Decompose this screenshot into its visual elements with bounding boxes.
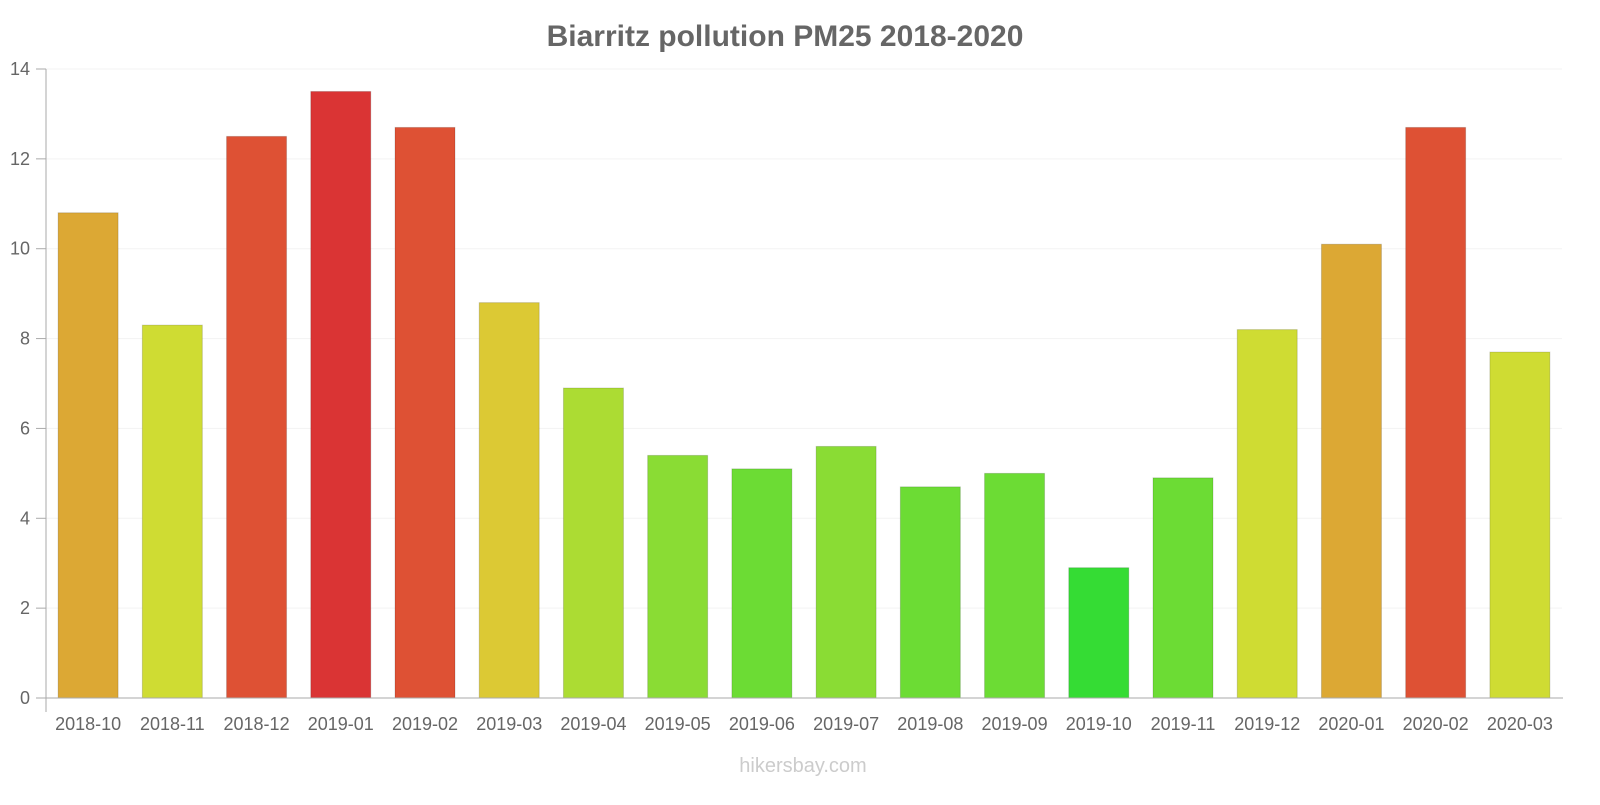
bar-2018-10 [57, 212, 119, 699]
bar-2019-06 [731, 468, 793, 699]
x-tick-label: 2019-11 [1151, 714, 1216, 734]
bar-2020-03 [1489, 351, 1551, 699]
x-tick-label: 2018-11 [140, 714, 205, 734]
bar-2019-01 [310, 90, 372, 699]
bar-2020-02 [1405, 126, 1467, 699]
bar-2018-11 [141, 324, 203, 699]
chart-title: Biarritz pollution PM25 2018-2020 [547, 20, 1024, 53]
x-tick-label: 2019-06 [729, 714, 795, 734]
bar-2018-12 [226, 135, 288, 699]
y-tick-label: 8 [20, 329, 30, 349]
y-tick-label: 2 [20, 598, 30, 618]
x-tick-label: 2019-01 [308, 714, 374, 734]
y-tick-label: 10 [10, 239, 30, 259]
bar-2019-02 [394, 126, 456, 699]
x-tick-label: 2019-02 [392, 714, 458, 734]
y-tick-label: 6 [20, 418, 30, 438]
x-tick-label: 2019-09 [982, 714, 1048, 734]
x-tick-label: 2019-08 [897, 714, 963, 734]
x-tick-label: 2019-05 [645, 714, 711, 734]
x-tick-label: 2019-04 [560, 714, 626, 734]
x-tick-label: 2018-12 [224, 714, 290, 734]
bar-2020-01 [1320, 243, 1382, 699]
x-tick-label: 2020-02 [1403, 714, 1469, 734]
bar-2019-08 [899, 486, 961, 699]
bar-2019-04 [562, 387, 624, 699]
bar-2019-10 [1068, 567, 1130, 699]
x-tick-label: 2020-01 [1318, 714, 1384, 734]
watermark: hikersbay.com [739, 755, 866, 777]
x-tick-label: 2019-12 [1234, 714, 1300, 734]
bar-2019-09 [984, 472, 1046, 699]
x-tick-label: 2020-03 [1487, 714, 1553, 734]
y-tick-label: 0 [20, 688, 30, 708]
x-tick-label: 2018-10 [55, 714, 121, 734]
bar-2019-05 [647, 454, 709, 699]
y-tick-label: 4 [20, 508, 30, 528]
x-tick-label: 2019-07 [813, 714, 879, 734]
bar-2019-12 [1236, 329, 1298, 699]
bar-2019-07 [815, 445, 877, 699]
x-tick-label: 2019-03 [476, 714, 542, 734]
y-tick-label: 12 [10, 149, 30, 169]
bar-2019-03 [478, 302, 540, 699]
bar-2019-11 [1152, 477, 1214, 699]
x-tick-label: 2019-10 [1066, 714, 1132, 734]
y-tick-label: 14 [10, 59, 30, 79]
